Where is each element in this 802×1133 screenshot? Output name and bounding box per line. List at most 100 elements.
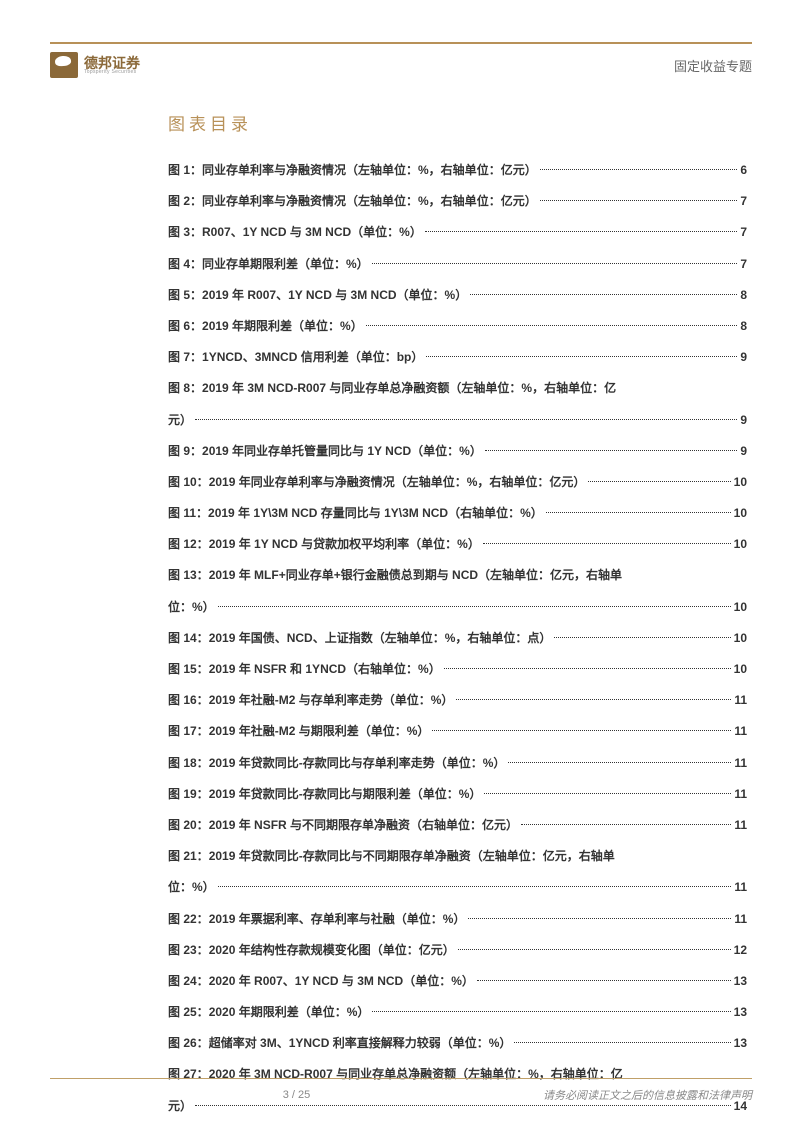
toc-item: 图 10：2019 年同业存单利率与净融资情况（左轴单位：%，右轴单位：亿元）1… — [168, 467, 747, 498]
toc-item: 图 12：2019 年 1Y NCD 与贷款加权平均利率（单位：%）10 — [168, 529, 747, 560]
toc-item: 图 2：同业存单利率与净融资情况（左轴单位：%，右轴单位：亿元）7 — [168, 186, 747, 217]
toc-leader-dots — [477, 980, 731, 981]
toc-item: 图 8：2019 年 3M NCD-R007 与同业存单总净融资额（左轴单位：%… — [168, 373, 747, 435]
toc-item-label: 图 5： — [168, 280, 202, 311]
toc-item-label: 图 13： — [168, 560, 209, 591]
toc-leader-dots — [554, 637, 730, 638]
toc-item-label: 图 8： — [168, 373, 202, 404]
toc-item-label: 图 24： — [168, 966, 209, 997]
toc-item: 图 6：2019 年期限利差（单位：%）8 — [168, 311, 747, 342]
toc-item-label: 图 18： — [168, 748, 209, 779]
toc-item: 图 17：2019 年社融-M2 与期限利差（单位：%）11 — [168, 716, 747, 747]
toc-item-page: 11 — [734, 810, 747, 841]
toc-item-text: 2020 年 R007、1Y NCD 与 3M NCD（单位：%） — [209, 966, 474, 997]
toc-item-label: 图 14： — [168, 623, 209, 654]
toc-item-text: 2019 年 NSFR 与不同期限存单净融资（右轴单位：亿元） — [209, 810, 518, 841]
main-content: 图表目录 图 1：同业存单利率与净融资情况（左轴单位：%，右轴单位：亿元）6图 … — [168, 110, 747, 1122]
toc-leader-dots — [426, 356, 737, 357]
toc-item-label: 图 20： — [168, 810, 209, 841]
toc-item-label: 图 15： — [168, 654, 209, 685]
toc-item-text: 2019 年社融-M2 与期限利差（单位：%） — [209, 716, 430, 747]
toc-leader-dots — [521, 824, 731, 825]
toc-item-page: 10 — [734, 467, 747, 498]
toc-item-label: 图 19： — [168, 779, 209, 810]
page-header: 德邦证券 Topsperity Securities 固定收益专题 — [50, 52, 752, 78]
toc-item-label: 图 12： — [168, 529, 209, 560]
toc-leader-dots — [458, 949, 731, 950]
toc-item-text: 1YNCD、3MNCD 信用利差（单位：bp） — [202, 342, 423, 373]
toc-leader-dots — [483, 543, 731, 544]
toc-item-text: 2019 年 3M NCD-R007 与同业存单总净融资额（左轴单位：%，右轴单… — [202, 373, 616, 404]
toc-item: 图 21：2019 年贷款同比-存款同比与不同期限存单净融资（左轴单位：亿元，右… — [168, 841, 747, 903]
page-footer: 3 / 25 请务必阅读正文之后的信息披露和法律声明 — [50, 1078, 752, 1103]
toc-leader-dots — [456, 699, 731, 700]
toc-item-text: 2019 年贷款同比-存款同比与期限利差（单位：%） — [209, 779, 482, 810]
toc-leader-dots — [218, 606, 731, 607]
toc-item-text: R007、1Y NCD 与 3M NCD（单位：%） — [202, 217, 422, 248]
toc-item-text: 2020 年结构性存款规模变化图（单位：亿元） — [209, 935, 455, 966]
toc-item: 图 5：2019 年 R007、1Y NCD 与 3M NCD（单位：%）8 — [168, 280, 747, 311]
toc-leader-dots — [444, 668, 731, 669]
toc-item: 图 13：2019 年 MLF+同业存单+银行金融债总到期与 NCD（左轴单位：… — [168, 560, 747, 622]
toc-item-text: 同业存单利率与净融资情况（左轴单位：%，右轴单位：亿元） — [202, 155, 537, 186]
toc-item-page: 10 — [734, 498, 747, 529]
toc-item: 图 19：2019 年贷款同比-存款同比与期限利差（单位：%） 11 — [168, 779, 747, 810]
toc-item-text-continued: 元） — [168, 405, 192, 436]
toc-leader-dots — [540, 200, 738, 201]
logo-chinese-name: 德邦证券 — [84, 56, 140, 70]
toc-item-page: 13 — [734, 1028, 747, 1059]
toc-leader-dots — [468, 918, 731, 919]
toc-item-label: 图 26： — [168, 1028, 209, 1059]
toc-item: 图 24：2020 年 R007、1Y NCD 与 3M NCD（单位：%） 13 — [168, 966, 747, 997]
toc-item-text: 2019 年 R007、1Y NCD 与 3M NCD（单位：%） — [202, 280, 467, 311]
toc-item: 图 1：同业存单利率与净融资情况（左轴单位：%，右轴单位：亿元）6 — [168, 155, 747, 186]
toc-item-label: 图 2： — [168, 186, 202, 217]
toc-leader-dots — [195, 1105, 731, 1106]
toc-leader-dots — [470, 294, 737, 295]
toc-leader-dots — [588, 481, 730, 482]
toc-item: 图 16：2019 年社融-M2 与存单利率走势（单位：%） 11 — [168, 685, 747, 716]
toc-item-text: 2019 年贷款同比-存款同比与存单利率走势（单位：%） — [209, 748, 506, 779]
toc-item-label: 图 10： — [168, 467, 209, 498]
toc-item-label: 图 23： — [168, 935, 209, 966]
toc-item-page: 7 — [740, 186, 747, 217]
toc-item-page: 7 — [740, 249, 747, 280]
toc-item-page: 11 — [734, 872, 747, 903]
toc-item-page: 11 — [734, 904, 747, 935]
toc-item: 图 7：1YNCD、3MNCD 信用利差（单位：bp）9 — [168, 342, 747, 373]
logo-section: 德邦证券 Topsperity Securities — [50, 52, 140, 78]
page-number: 3 / 25 — [283, 1089, 311, 1101]
toc-item-label: 图 22： — [168, 904, 209, 935]
toc-item: 图 26：超储率对 3M、1YNCD 利率直接解释力较弱（单位：%）13 — [168, 1028, 747, 1059]
logo-text-block: 德邦证券 Topsperity Securities — [84, 56, 140, 75]
toc-item-page: 11 — [734, 716, 747, 747]
toc-item-label: 图 21： — [168, 841, 209, 872]
toc-item: 图 3： R007、1Y NCD 与 3M NCD（单位：%） 7 — [168, 217, 747, 248]
document-category: 固定收益专题 — [674, 56, 752, 75]
toc-item: 图 20：2019 年 NSFR 与不同期限存单净融资（右轴单位：亿元） 11 — [168, 810, 747, 841]
toc-item-text: 2020 年期限利差（单位：%） — [209, 997, 370, 1028]
toc-leader-dots — [485, 450, 737, 451]
section-title: 图表目录 — [168, 110, 747, 135]
toc-item-page: 11 — [734, 779, 747, 810]
toc-item: 图 4：同业存单期限利差（单位：%）7 — [168, 249, 747, 280]
toc-item-text: 2019 年 1Y\3M NCD 存量同比与 1Y\3M NCD（右轴单位：%） — [208, 498, 543, 529]
toc-item-page: 9 — [740, 436, 747, 467]
toc-leader-dots — [425, 231, 737, 232]
toc-item-label: 图 9： — [168, 436, 202, 467]
toc-item: 图 9：2019 年同业存单托管量同比与 1Y NCD（单位：%）9 — [168, 436, 747, 467]
toc-item-label: 图 3： — [168, 217, 202, 248]
toc-leader-dots — [546, 512, 731, 513]
toc-item-text: 2019 年社融-M2 与存单利率走势（单位：%） — [209, 685, 454, 716]
toc-item-page: 11 — [734, 685, 747, 716]
toc-item-page: 9 — [740, 342, 747, 373]
toc-item: 图 25：2020 年期限利差（单位：%）13 — [168, 997, 747, 1028]
toc-leader-dots — [508, 762, 731, 763]
toc-leader-dots — [484, 793, 731, 794]
toc-item-text: 2019 年 1Y NCD 与贷款加权平均利率（单位：%） — [209, 529, 480, 560]
toc-item-label: 图 4： — [168, 249, 202, 280]
toc-item-label: 图 16： — [168, 685, 209, 716]
toc-item-text: 2019 年贷款同比-存款同比与不同期限存单净融资（左轴单位：亿元，右轴单 — [209, 841, 615, 872]
toc-item-page: 13 — [734, 966, 747, 997]
toc-item-page: 7 — [740, 217, 747, 248]
